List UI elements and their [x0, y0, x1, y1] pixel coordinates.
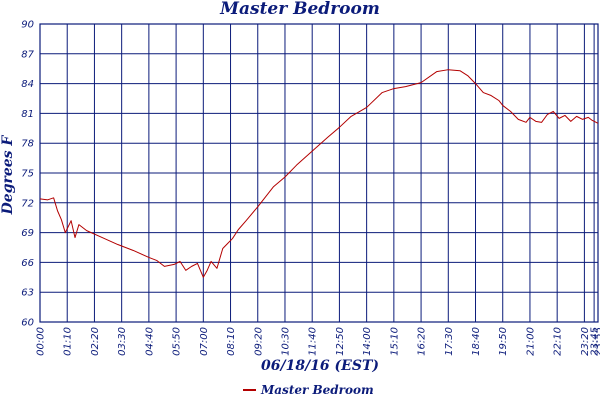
x-tick-label: 11:40	[308, 327, 319, 356]
y-tick-label: 60	[21, 318, 34, 329]
x-tick-label: 07:00	[199, 327, 210, 356]
x-tick-label: 21:00	[525, 327, 536, 356]
x-axis-label: 06/18/16 (EST)	[261, 358, 379, 374]
x-tick-label: 08:10	[226, 327, 237, 356]
x-tick-label: 10:30	[280, 327, 291, 356]
y-tick-label: 63	[21, 288, 34, 299]
x-tick-label: 23:45	[590, 327, 600, 356]
y-tick-label: 78	[21, 139, 34, 150]
x-tick-label: 19:50	[498, 327, 509, 356]
x-tick-label: 09:20	[253, 327, 264, 356]
x-tick-label: 16:20	[417, 327, 428, 356]
x-tick-label: 04:40	[144, 327, 155, 356]
y-tick-label: 69	[21, 228, 34, 239]
x-tick-label: 23:55	[594, 327, 600, 356]
y-tick-label: 75	[21, 169, 34, 180]
series-line	[39, 69, 599, 278]
x-tick-label: 14:00	[362, 327, 373, 356]
y-tick-label: 66	[21, 258, 34, 269]
y-tick-label: 84	[21, 79, 34, 90]
x-tick-label: 23:20	[580, 327, 591, 356]
x-tick-label: 22:10	[553, 327, 564, 356]
y-tick-label: 90	[21, 20, 34, 31]
grid-lines	[39, 23, 599, 323]
x-tick-label: 05:50	[172, 327, 183, 356]
y-axis-label: Degrees F	[0, 135, 16, 216]
plot-border	[39, 23, 599, 323]
x-tick-label: 18:40	[471, 327, 482, 356]
x-tick-label: 01:10	[63, 327, 74, 356]
x-tick-label: 03:30	[117, 327, 128, 356]
chart-title: Master Bedroom	[219, 0, 380, 19]
tick-labels: 60 63 66 69 72 75 78 81 84 87 90 00:00 01:10 02:20 03:…	[21, 20, 600, 356]
series-layer	[39, 69, 599, 278]
x-tick-label: 02:20	[90, 327, 101, 356]
y-tick-label: 72	[21, 198, 34, 209]
x-tick-label: 12:50	[335, 327, 346, 356]
x-tick-label: 00:00	[36, 327, 47, 356]
legend-label: Master Bedroom	[260, 383, 374, 397]
y-tick-label: 81	[21, 109, 34, 120]
y-tick-label: 87	[21, 49, 34, 60]
x-tick-label: 15:10	[389, 327, 400, 356]
x-tick-label: 17:30	[444, 327, 455, 356]
legend: Master Bedroom	[243, 383, 374, 397]
